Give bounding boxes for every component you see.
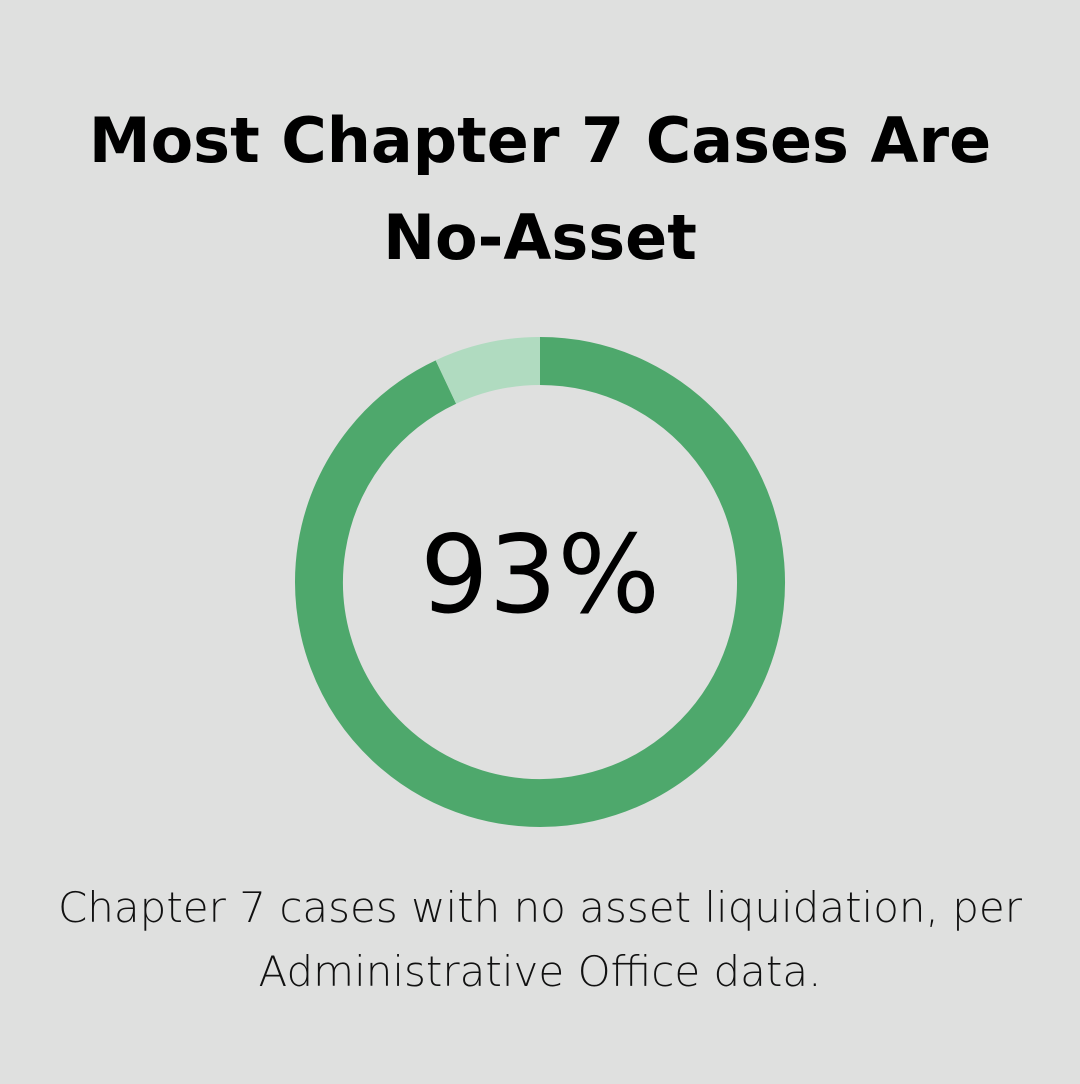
chart-title: Most Chapter 7 Cases Are No-Asset: [88, 104, 992, 274]
chart-subtitle: Chapter 7 cases with no asset liquidatio…: [57, 883, 1022, 996]
donut-segment: [435, 337, 541, 404]
donut-segment: [295, 337, 785, 827]
center-label: 93%: [420, 513, 660, 638]
